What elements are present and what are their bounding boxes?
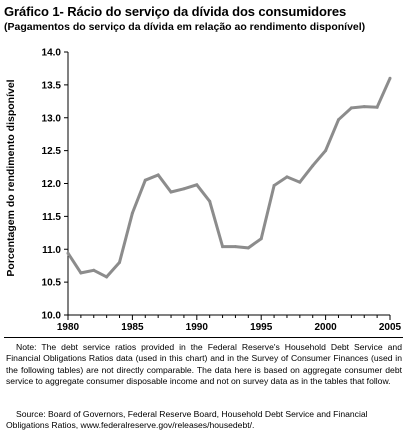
- data-point: [105, 275, 109, 279]
- x-tick-label: 1980: [57, 322, 80, 333]
- data-point: [66, 251, 70, 255]
- data-point: [336, 118, 340, 122]
- y-tick-label: 12.0: [42, 179, 62, 190]
- data-point: [233, 245, 237, 249]
- y-tick-label: 13.5: [42, 80, 62, 91]
- data-point: [246, 246, 250, 250]
- y-tick-label: 10.0: [42, 311, 62, 322]
- y-tick-label: 10.5: [42, 278, 62, 289]
- y-axis-label: Porcentagem do rendimento disponível: [5, 79, 17, 277]
- x-tick-label: 1985: [121, 322, 144, 333]
- data-point: [285, 175, 289, 179]
- chart-note: Note: The debt service ratios provided i…: [6, 342, 402, 386]
- data-point: [259, 237, 263, 241]
- data-point: [388, 76, 392, 80]
- chart-axes: [67, 52, 390, 316]
- chart-ticks: 10.0 10.5 11.0 11.5 12.0 12.5 13.0 13.5 14.0 1980…: [42, 48, 402, 334]
- data-point: [298, 180, 302, 184]
- notes-divider: [4, 337, 403, 338]
- data-point: [156, 173, 160, 177]
- y-tick-label: 13.0: [42, 113, 62, 124]
- data-point: [195, 183, 199, 187]
- data-point: [130, 211, 134, 215]
- data-point: [324, 149, 328, 153]
- data-point: [79, 271, 83, 275]
- x-tick-label: 1995: [250, 322, 273, 333]
- data-point: [375, 105, 379, 109]
- y-tick-label: 11.0: [42, 245, 61, 256]
- data-point: [311, 164, 315, 168]
- chart-title: Gráfico 1- Rácio do serviço da dívida do…: [4, 4, 347, 19]
- chart-source: Source: Board of Governors, Federal Rese…: [6, 409, 368, 431]
- line-chart: 10.0 10.5 11.0 11.5 12.0 12.5 13.0 13.5 14.0 1980…: [42, 48, 402, 334]
- y-tick-label: 14.0: [42, 48, 62, 59]
- chart-series: [66, 76, 392, 279]
- data-point: [362, 105, 366, 109]
- data-point: [118, 260, 122, 264]
- x-tick-label: 1990: [186, 322, 209, 333]
- data-point: [208, 199, 212, 203]
- y-tick-label: 12.5: [42, 146, 62, 157]
- data-point: [92, 268, 96, 272]
- data-point: [169, 190, 173, 194]
- series-line: [66, 77, 392, 279]
- data-point: [272, 183, 276, 187]
- x-tick-label: 2005: [379, 322, 402, 333]
- chart-subtitle: (Pagamentos do serviço da dívida em rela…: [4, 21, 366, 33]
- data-point: [349, 106, 353, 110]
- data-point: [182, 187, 186, 191]
- data-point: [143, 178, 147, 182]
- x-tick-label: 2000: [314, 322, 337, 333]
- data-point: [221, 245, 225, 249]
- y-tick-label: 11.5: [42, 212, 61, 223]
